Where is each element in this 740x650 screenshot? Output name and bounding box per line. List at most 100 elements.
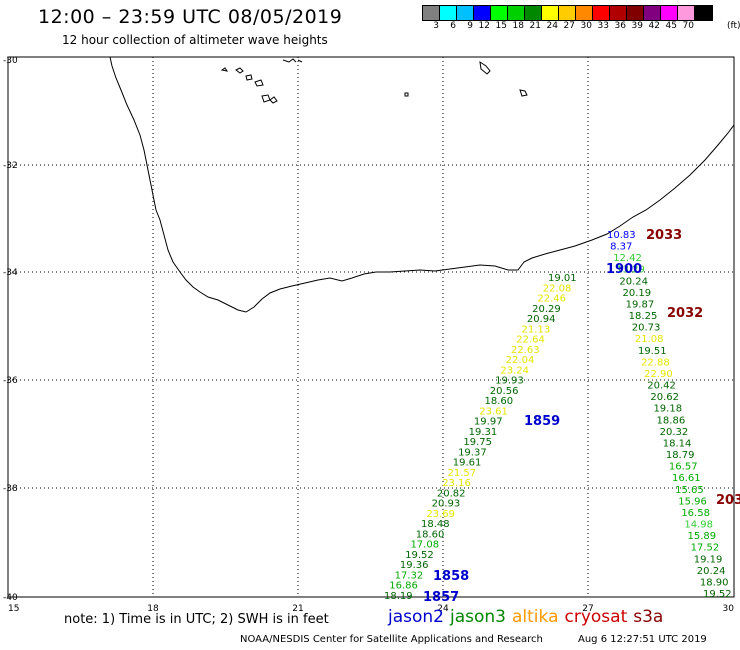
- color-scale-label: 18: [512, 21, 524, 31]
- color-swatch: [627, 6, 644, 20]
- longitude-label: 21: [292, 604, 303, 614]
- wave-height-value: 15.65: [675, 485, 704, 496]
- color-swatch: [610, 6, 627, 20]
- wave-height-value: 18.60: [485, 396, 514, 407]
- color-scale-label: 3: [433, 21, 439, 31]
- wave-height-value: 20.24: [619, 276, 648, 287]
- wave-height-value: 20.93: [432, 499, 461, 510]
- wave-height-value: 21.08: [635, 334, 664, 345]
- color-scale-label: 70: [682, 21, 694, 31]
- footnote: note: 1) Time is in UTC; 2) SWH is in fe…: [64, 612, 329, 627]
- wave-height-value: 20.94: [527, 314, 556, 325]
- wave-height-value: 20.32: [660, 427, 689, 438]
- wave-height-value: 19.36: [400, 560, 429, 571]
- wave-height-value: 18.25: [629, 311, 658, 322]
- wave-height-value: 18.14: [663, 438, 692, 449]
- credit-line: NOAA/NESDIS Center for Satellite Applica…: [240, 634, 543, 645]
- legend-item-altika: altika: [512, 607, 559, 627]
- wave-height-value: 20.19: [622, 288, 651, 299]
- wave-height-value: 19.75: [463, 437, 492, 448]
- wave-height-value: 22.90: [644, 369, 673, 380]
- satellite-legend: jason2 jason3 altika cryosat s3a: [388, 607, 669, 627]
- map-subtitle: 12 hour collection of altimeter wave hei…: [62, 33, 328, 47]
- island-cluster: [220, 58, 528, 104]
- wave-height-value: 20.73: [632, 323, 661, 334]
- color-scale-bar: [422, 5, 713, 21]
- wave-height-value: 23.16: [442, 478, 471, 489]
- latitude-label: -34: [3, 268, 18, 278]
- wave-height-value: 12.42: [613, 253, 642, 264]
- color-scale-label: 36: [614, 21, 626, 31]
- wave-height-value: 17.08: [410, 540, 439, 551]
- pass-time-label: 1857: [423, 590, 459, 605]
- wave-height-value: 17.52: [691, 543, 720, 554]
- longitude-label: 15: [8, 604, 19, 614]
- color-scale-label: 9: [467, 21, 473, 31]
- wave-height-value: 19.97: [474, 417, 503, 428]
- color-swatch: [644, 6, 661, 20]
- wave-height-value: 22.04: [506, 355, 535, 366]
- color-swatch: [661, 6, 678, 20]
- wave-height-value: 16.86: [389, 581, 418, 592]
- color-scale-label: 21: [529, 21, 541, 31]
- wave-height-value: 19.01: [548, 273, 577, 284]
- wave-height-value: 18.86: [657, 415, 686, 426]
- color-swatch: [508, 6, 525, 20]
- coastline: [109, 56, 735, 313]
- wave-height-value: 16.61: [672, 473, 701, 484]
- color-swatch: [525, 6, 542, 20]
- color-swatch: [593, 6, 610, 20]
- wave-height-value: 18.19: [384, 591, 413, 602]
- wave-height-value: 22.63: [511, 345, 540, 356]
- wave-height-value: 22.64: [516, 335, 545, 346]
- latitude-label: -40: [3, 593, 18, 603]
- legend-item-jason2: jason2: [388, 607, 444, 627]
- color-scale-label: 12: [478, 21, 490, 31]
- color-scale-label: 42: [648, 21, 660, 31]
- latitude-label: -32: [3, 161, 18, 171]
- color-swatch: [559, 6, 576, 20]
- wave-height-value: 15.89: [688, 531, 717, 542]
- color-scale-labels: 3 6 9 12 15 18 21 24 27 30 33 36 39 42 45 70: [422, 21, 694, 31]
- wave-height-value: 14.98: [684, 520, 713, 531]
- wave-height-value: 19.61: [453, 458, 482, 469]
- pass-time-label: 203: [716, 493, 740, 508]
- wave-height-value: 8.37: [610, 242, 632, 253]
- color-scale-label: 45: [665, 21, 677, 31]
- longitude-label: 30: [723, 604, 735, 614]
- wave-height-value: 20.24: [697, 566, 726, 577]
- pass-time-labels: 2033 1900 2032 1859 1858 1857 203: [423, 228, 740, 605]
- wave-height-value: 21.57: [447, 468, 476, 479]
- map-title: 12:00 – 23:59 UTC 08/05/2019: [38, 6, 343, 28]
- wave-height-value: 20.82: [437, 488, 466, 499]
- wave-height-value: 19.18: [653, 404, 682, 415]
- pass-time-label: 1900: [606, 262, 642, 277]
- wave-height-value: 20.62: [650, 392, 679, 403]
- color-scale-label: 39: [631, 21, 643, 31]
- wave-height-value: 23.61: [479, 406, 508, 417]
- legend-item-cryosat: cryosat: [564, 607, 628, 627]
- wave-height-value: 20.29: [532, 304, 561, 315]
- wave-height-value: 19.37: [458, 447, 487, 458]
- wave-height-value: 19.87: [626, 299, 655, 310]
- color-swatch: [491, 6, 508, 20]
- generation-timestamp: Aug 6 12:27:51 UTC 2019: [578, 634, 707, 645]
- altimeter-track-west: 19.0122.0822.4620.2920.9421.1322.6422.63…: [384, 273, 577, 602]
- color-scale-label: 6: [450, 21, 456, 31]
- wave-height-value: 21.13: [522, 324, 551, 335]
- wave-height-value: 19.93: [495, 376, 524, 387]
- longitude-label: 18: [147, 604, 159, 614]
- longitude-label: 27: [582, 604, 593, 614]
- wave-height-value: 20.42: [647, 381, 676, 392]
- wave-height-value: 19.52: [703, 589, 732, 600]
- map-frame: [7, 56, 735, 598]
- wave-height-value: 10.83: [607, 230, 636, 241]
- wave-height-value: 23.69: [426, 509, 455, 520]
- color-swatch: [678, 6, 695, 20]
- wave-height-value: 22.08: [543, 283, 572, 294]
- color-scale-label: 15: [495, 21, 507, 31]
- wave-height-value: 16.58: [681, 508, 710, 519]
- color-swatch: [576, 6, 593, 20]
- legend-item-jason3: jason3: [450, 607, 506, 627]
